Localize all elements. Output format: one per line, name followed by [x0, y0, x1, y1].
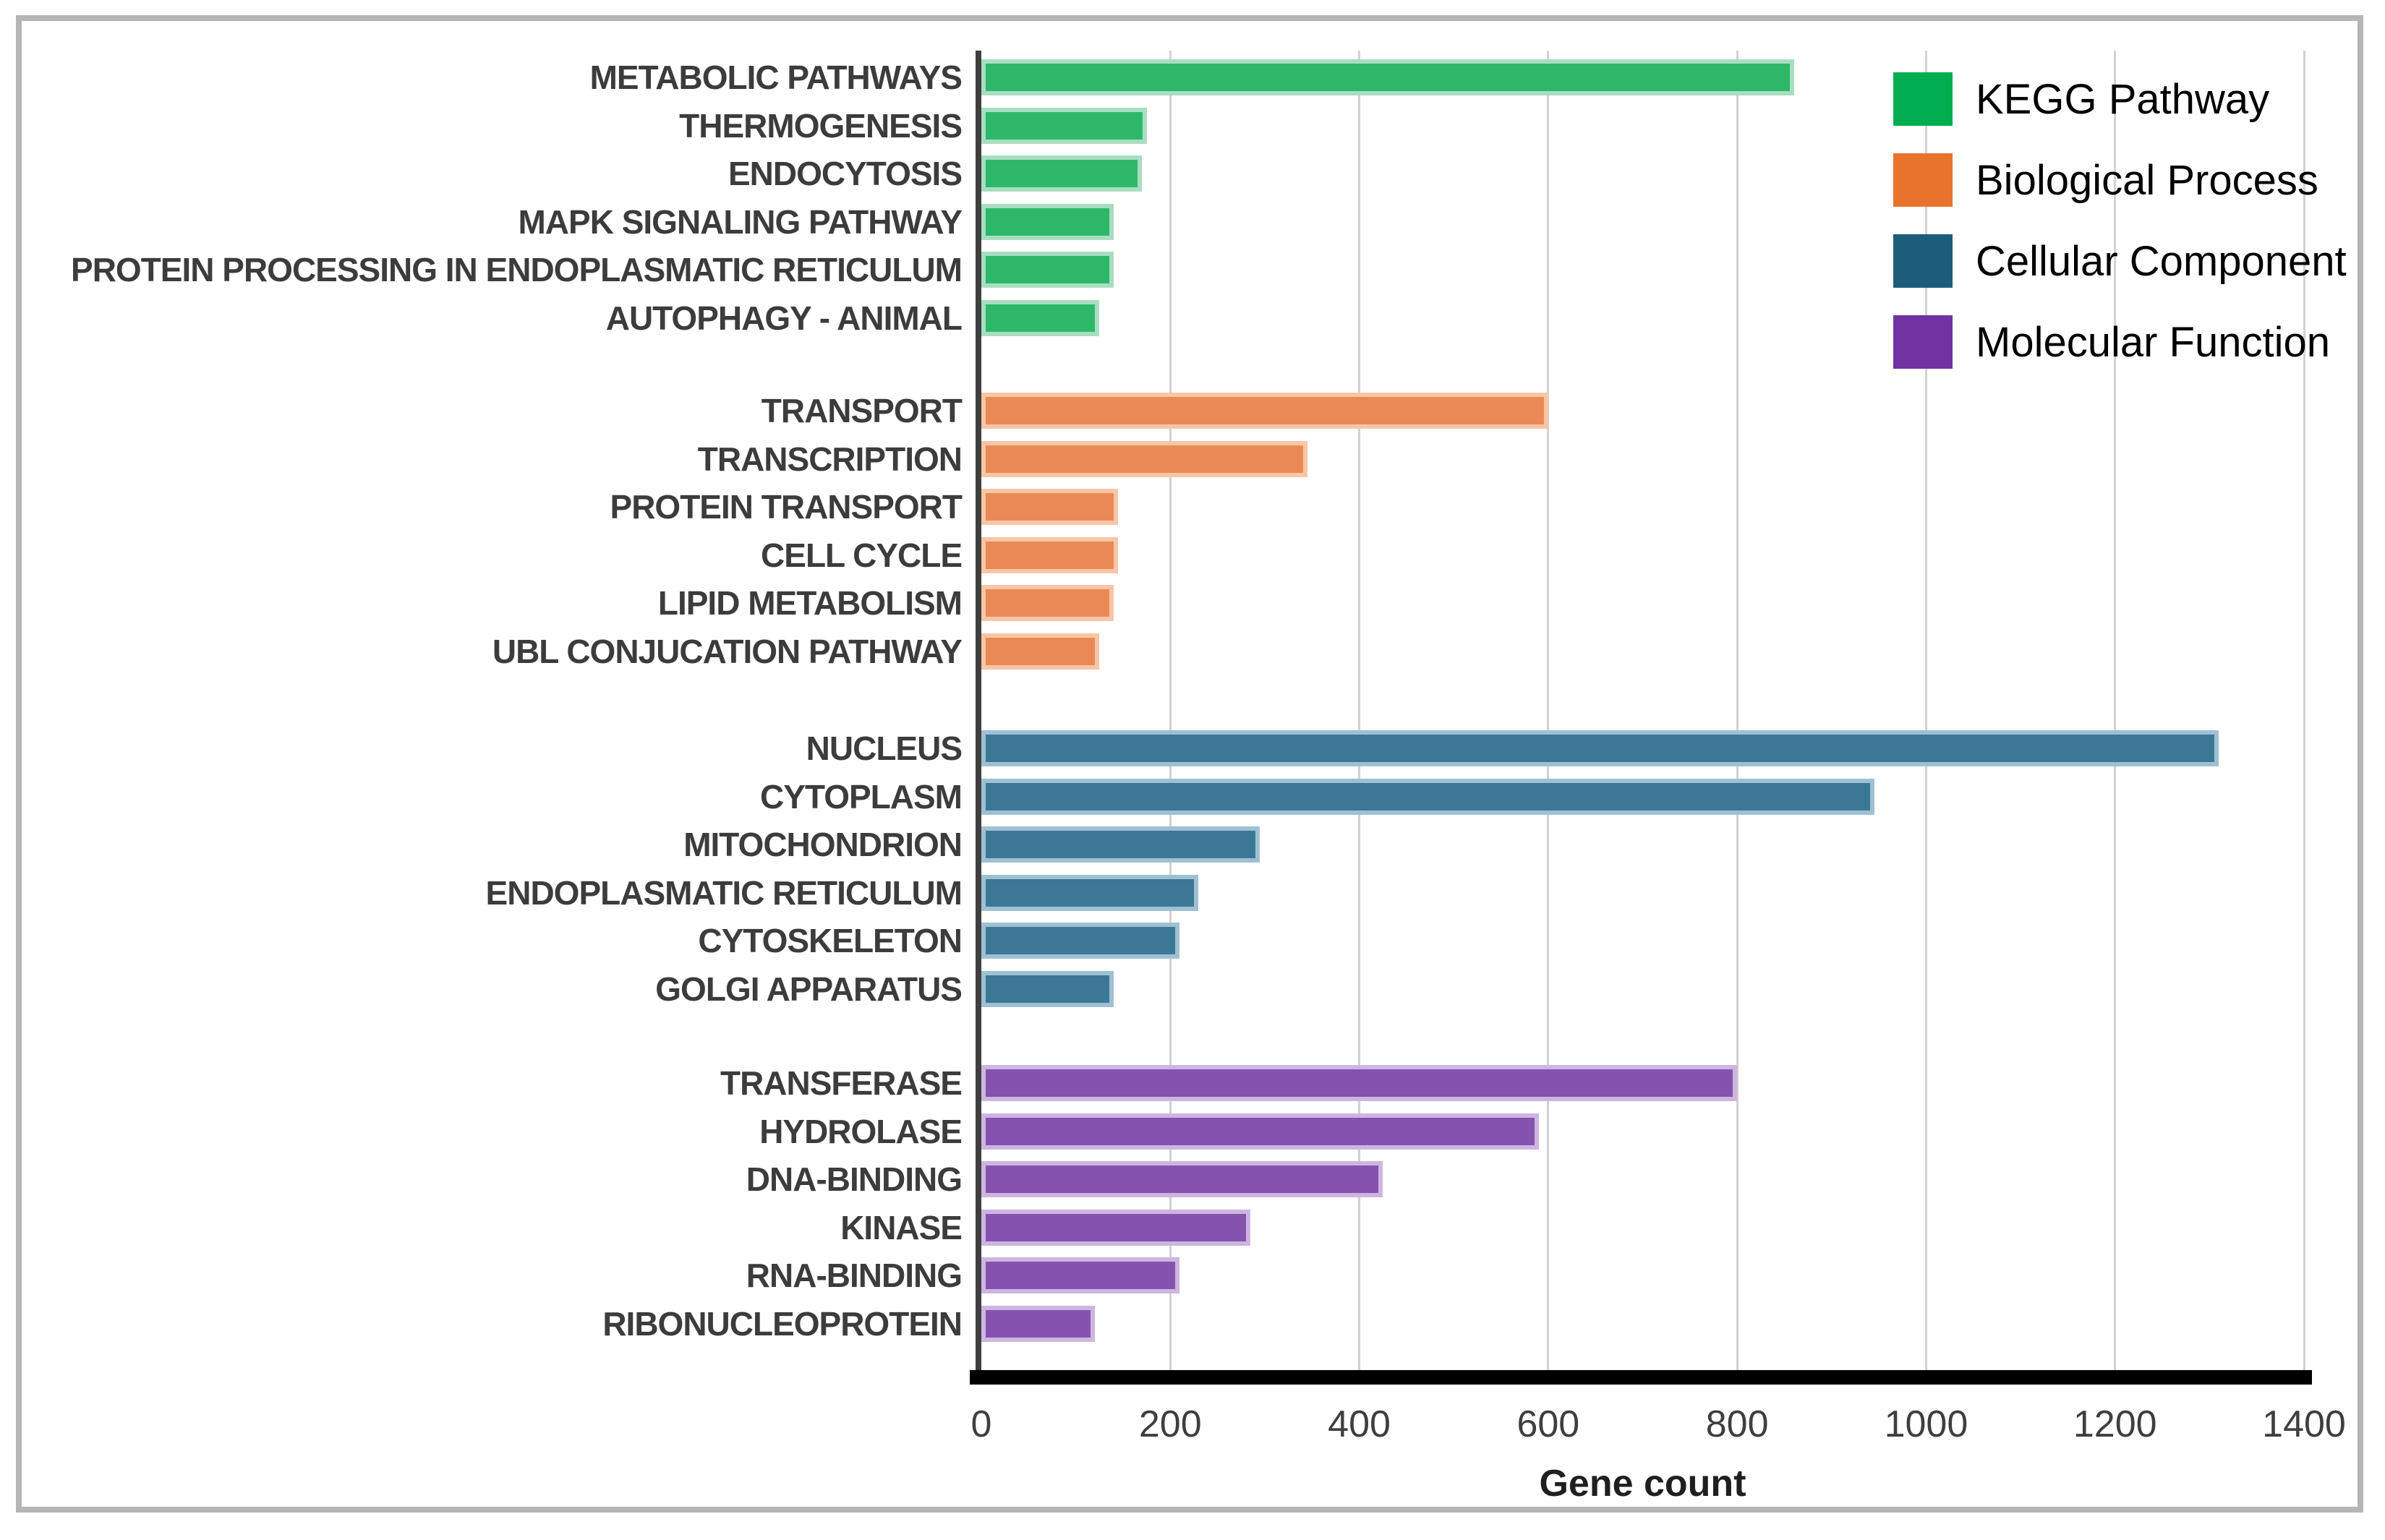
legend-label: KEGG Pathway	[1976, 75, 2270, 123]
bar-ribonucleoprotein	[981, 1305, 1095, 1342]
x-tick-label-1200: 1200	[2073, 1403, 2157, 1445]
category-label-cytoskeleton: CYTOSKELETON	[698, 922, 963, 959]
legend-item-biological-process: Biological Process	[1893, 153, 2347, 207]
category-label-transcription: TRANSCRIPTION	[697, 440, 963, 478]
gridline-600	[1547, 51, 1550, 1377]
bar-transport	[981, 393, 1548, 429]
legend-swatch	[1893, 72, 1953, 126]
category-label-kinase: KINASE	[840, 1208, 963, 1246]
x-tick-label-400: 400	[1328, 1403, 1391, 1445]
legend-label: Molecular Function	[1976, 318, 2330, 366]
category-label-transport: TRANSPORT	[761, 392, 963, 429]
category-label-endocytosis: ENDOCYTOSIS	[728, 155, 963, 192]
category-label-dna-binding: DNA-BINDING	[746, 1160, 963, 1198]
category-label-thermogenesis: THERMOGENESIS	[679, 106, 963, 145]
x-tick-label-600: 600	[1516, 1403, 1580, 1445]
legend: KEGG Pathway Biological Process Cellular C…	[1893, 72, 2347, 396]
legend-item-kegg-pathway: KEGG Pathway	[1893, 72, 2347, 126]
legend-swatch	[1893, 234, 1953, 288]
bar-transferase	[981, 1065, 1738, 1101]
bar-nucleus	[981, 730, 2219, 766]
bar-hydrolase	[981, 1113, 1539, 1150]
gridline-1000	[1924, 51, 1927, 1377]
category-label-nucleus: NUCLEUS	[806, 730, 963, 767]
bar-transcription	[981, 440, 1307, 477]
legend-swatch	[1893, 315, 1953, 369]
gridline-800	[1736, 51, 1738, 1377]
x-tick-label-800: 800	[1705, 1403, 1769, 1445]
x-tick-label-0: 0	[970, 1403, 992, 1445]
bar-protein-transport	[981, 489, 1119, 525]
category-label-ubl-conjucation-pathway: UBL CONJUCATION PATHWAY	[492, 632, 963, 670]
bar-metabolic-pathways	[981, 59, 1794, 95]
legend-item-cellular-component: Cellular Component	[1893, 234, 2347, 288]
category-label-protein-transport: PROTEIN TRANSPORT	[610, 488, 963, 526]
bar-protein-processing-in-endoplasmatic-reticulum	[981, 252, 1114, 288]
category-label-mitochondrion: MITOCHONDRION	[683, 826, 963, 863]
bar-thermogenesis	[981, 107, 1147, 144]
gridline-400	[1358, 51, 1361, 1377]
bar-endoplasmatic-reticulum	[981, 874, 1199, 911]
bar-lipid-metabolism	[981, 585, 1114, 621]
x-tick-label-1400: 1400	[2262, 1403, 2346, 1445]
legend-label: Cellular Component	[1976, 237, 2347, 285]
bar-dna-binding	[981, 1161, 1383, 1197]
bar-ubl-conjucation-pathway	[981, 633, 1100, 670]
category-label-protein-processing-in-endoplasmatic-reticulum: PROTEIN PROCESSING IN ENDOPLASMATIC RETI…	[71, 251, 963, 288]
bar-cytoskeleton	[981, 923, 1180, 959]
category-label-cytoplasm: CYTOPLASM	[760, 777, 963, 816]
gridline-200	[1169, 51, 1172, 1377]
category-label-rna-binding: RNA-BINDING	[746, 1257, 963, 1294]
category-label-endoplasmatic-reticulum: ENDOPLASMATIC RETICULUM	[485, 873, 963, 912]
category-label-ribonucleoprotein: RIBONUCLEOPROTEIN	[602, 1304, 963, 1343]
x-tick-label-1000: 1000	[1884, 1403, 1968, 1445]
bar-cytoplasm	[981, 778, 1874, 815]
x-axis-line	[970, 1370, 2312, 1385]
bar-kinase	[981, 1209, 1251, 1246]
category-label-cell-cycle: CELL CYCLE	[761, 536, 963, 574]
bar-rna-binding	[981, 1257, 1180, 1293]
legend-swatch	[1893, 153, 1953, 207]
bar-cell-cycle	[981, 536, 1119, 573]
x-tick-label-200: 200	[1138, 1403, 1202, 1445]
category-label-transferase: TRANSFERASE	[720, 1064, 963, 1102]
category-label-golgi-apparatus: GOLGI APPARATUS	[655, 970, 963, 1008]
category-label-autophagy-animal: AUTOPHAGY - ANIMAL	[605, 299, 963, 337]
bar-mitochondrion	[981, 826, 1260, 863]
category-label-lipid-metabolism: LIPID METABOLISM	[657, 584, 963, 622]
category-label-metabolic-pathways: METABOLIC PATHWAYS	[589, 59, 963, 96]
bar-golgi-apparatus	[981, 970, 1114, 1007]
gridline-1200	[2114, 51, 2117, 1377]
bar-mapk-signaling-pathway	[981, 203, 1114, 240]
plot-area	[981, 51, 2305, 1377]
category-label-mapk-signaling-pathway: MAPK SIGNALING PATHWAY	[518, 202, 963, 241]
bar-autophagy-animal	[981, 299, 1100, 336]
gridline-1400	[2303, 51, 2305, 1377]
y-axis-line	[976, 51, 981, 1381]
legend-label: Biological Process	[1976, 156, 2318, 204]
bar-endocytosis	[981, 155, 1143, 192]
category-label-hydrolase: HYDROLASE	[759, 1112, 963, 1150]
legend-item-molecular-function: Molecular Function	[1893, 315, 2347, 369]
x-axis-title: Gene count	[1539, 1463, 1746, 1505]
